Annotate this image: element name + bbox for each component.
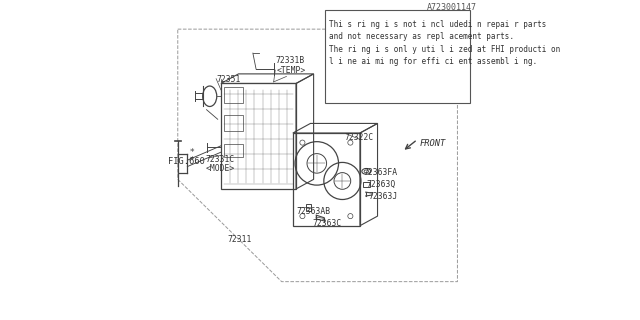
Text: 72311: 72311 (227, 235, 252, 244)
Text: 72351: 72351 (216, 76, 241, 84)
Text: 72363AB: 72363AB (296, 206, 330, 216)
Bar (224, 116, 243, 132)
Bar (324, 10, 470, 103)
Bar (306, 204, 312, 211)
Text: Thi s ri ng i s not i ncl udedi n repai r parts
and not necessary as repl acemen: Thi s ri ng i s not i ncl udedi n repai … (328, 20, 560, 66)
Text: 72331C: 72331C (205, 156, 234, 164)
Bar (224, 144, 243, 157)
Text: *: * (190, 148, 195, 157)
Text: 72331B: 72331B (275, 56, 305, 65)
Text: 72363FA: 72363FA (363, 168, 397, 177)
Text: 72363Q: 72363Q (366, 180, 396, 189)
Text: <TEMP>: <TEMP> (276, 66, 305, 75)
Text: 72363C: 72363C (312, 219, 341, 228)
Text: 72363J: 72363J (368, 192, 397, 201)
Text: FIG.660: FIG.660 (168, 157, 205, 166)
Text: <MODE>: <MODE> (206, 164, 235, 173)
Text: A723001147: A723001147 (428, 3, 477, 12)
Text: *: * (190, 156, 195, 165)
Text: FRONT: FRONT (420, 139, 446, 148)
Bar (224, 87, 243, 103)
Text: *: * (376, 82, 380, 91)
Text: 72322C: 72322C (344, 133, 373, 142)
Bar (363, 182, 370, 187)
